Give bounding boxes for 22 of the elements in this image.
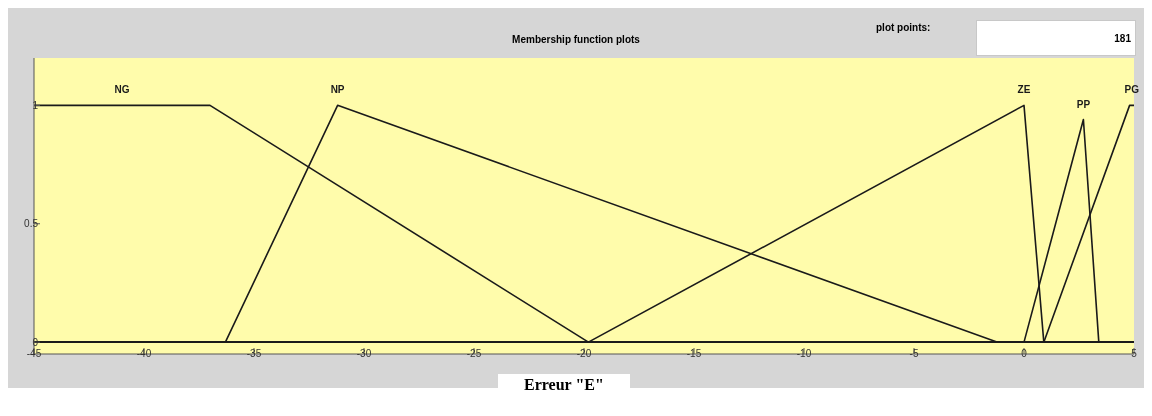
x-tick-label: 5 (1131, 348, 1138, 360)
x-tick-label: -10 (796, 348, 812, 360)
x-tick-label: -25 (466, 348, 482, 360)
x-tick-label: -40 (136, 348, 152, 360)
y-tick-label: 0.5 (24, 218, 39, 230)
x-tick-label: -35 (246, 348, 262, 360)
x-axis-title: Erreur "E" (498, 374, 630, 396)
series-label: PG (1124, 84, 1140, 96)
x-tick-label: -30 (356, 348, 372, 360)
x-tick-label: -45 (26, 348, 42, 360)
x-tick-label: -15 (686, 348, 702, 360)
text: plot points: (876, 22, 931, 33)
x-tick-label: -5 (909, 348, 919, 360)
x-tick-label: 0 (1021, 348, 1028, 360)
chart-title: Membership function plots (512, 34, 640, 45)
series-label: ZE (1017, 84, 1031, 96)
series-label: NP (330, 84, 345, 96)
text-field: 181 (976, 20, 1136, 56)
x-tick-label: -20 (576, 348, 592, 360)
series-label: NG (114, 84, 130, 96)
series-label: PP (1076, 98, 1091, 110)
y-tick-label: 1 (32, 99, 39, 111)
